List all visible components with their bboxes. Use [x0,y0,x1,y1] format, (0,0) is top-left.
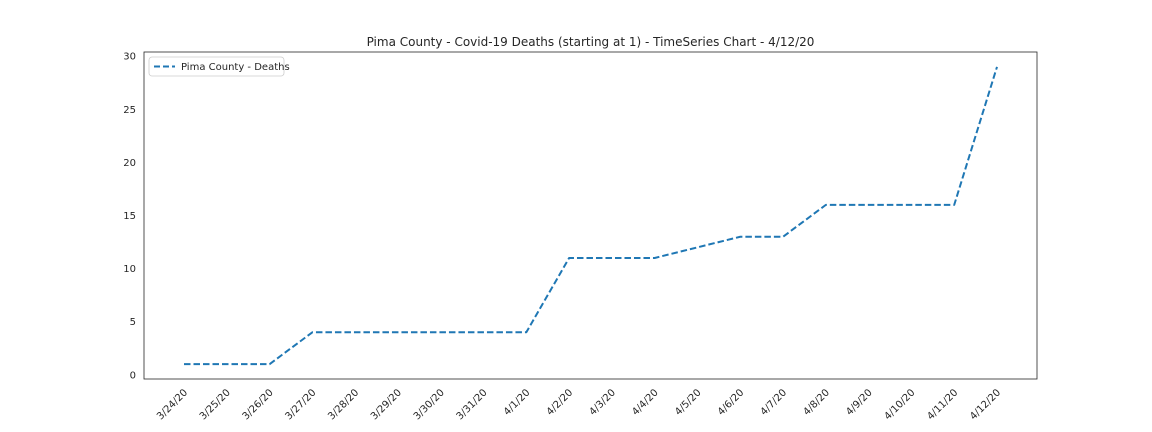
y-tick-label: 20 [123,158,136,169]
x-tick-label: 4/9/20 [844,387,875,418]
x-tick-label: 4/2/20 [545,387,576,418]
y-tick-label: 0 [130,370,136,381]
x-tick-label: 3/30/20 [412,387,447,422]
x-tick-label: 4/5/20 [673,387,704,418]
data-point [696,246,698,248]
y-axis: 0 5 10 15 20 25 30 [123,52,136,382]
x-tick-label: 4/11/20 [925,387,960,422]
x-tick-label: 3/27/20 [283,387,318,422]
y-tick-label: 10 [123,264,136,275]
x-tick-label: 3/31/20 [455,387,490,422]
y-tick-label: 15 [123,211,136,222]
legend: Pima County - Deaths [148,56,290,77]
x-axis: 3/24/20 3/25/20 3/26/20 3/27/20 3/28/20 3/29/… [155,387,1003,422]
x-tick-label: 3/26/20 [241,387,276,422]
x-tick-label: 4/1/20 [502,387,533,418]
plot-area [184,66,998,366]
legend-box [148,56,285,77]
x-tick-label: 4/4/20 [630,387,661,418]
legend-label: Pima County - Deaths [181,62,290,73]
plot-frame [143,51,1038,380]
x-tick-label: 4/12/20 [968,387,1003,422]
x-tick-label: 3/24/20 [155,387,190,422]
x-tick-label: 4/8/20 [801,387,832,418]
x-tick-label: 4/10/20 [882,387,917,422]
y-tick-label: 30 [123,52,136,63]
y-tick-label: 25 [123,105,136,116]
y-tick-label: 5 [130,317,136,328]
x-tick-label: 3/25/20 [198,387,233,422]
chart-title: Pima County - Covid-19 Deaths (starting … [367,35,815,49]
x-tick-label: 4/7/20 [759,387,790,418]
x-tick-label: 3/28/20 [326,387,361,422]
x-tick-label: 4/3/20 [587,387,618,418]
series-line [184,66,998,366]
x-tick-label: 4/6/20 [716,387,747,418]
x-tick-label: 3/29/20 [369,387,404,422]
